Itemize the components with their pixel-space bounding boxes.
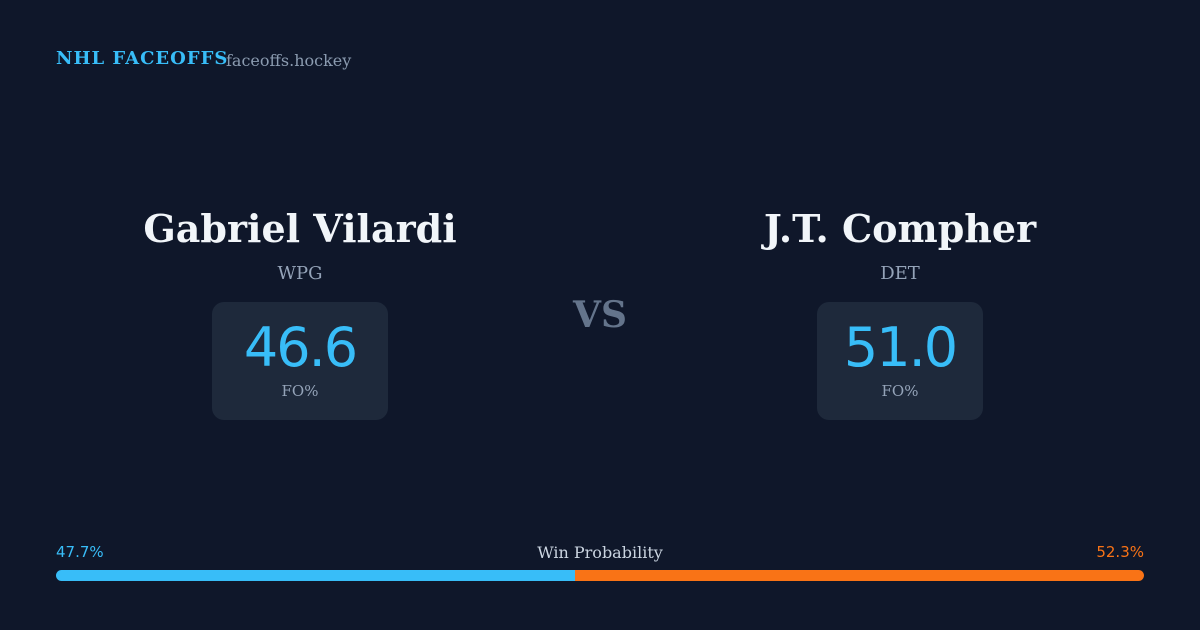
fo-label: FO% (281, 382, 319, 400)
win-pct-left: 47.7% (56, 543, 104, 561)
site-link[interactable]: faceoffs.hockey (226, 51, 352, 70)
fo-value: 51.0 (843, 316, 958, 379)
player-team: DET (880, 263, 920, 284)
player-team: WPG (277, 263, 323, 284)
player-name: Gabriel Vilardi (143, 206, 457, 251)
win-prob-bar (56, 570, 1144, 581)
win-prob-segment (574, 570, 1144, 581)
stat-box: 46.6 FO% (212, 302, 388, 420)
stat-box: 51.0 FO% (817, 302, 983, 420)
player-name: J.T. Compher (763, 206, 1037, 251)
brand: NHL FACEOFFS (56, 48, 229, 69)
fo-value: 46.6 (243, 316, 358, 379)
win-prob-label: Win Probability (537, 543, 663, 562)
win-prob-segment (56, 570, 575, 581)
win-pct-right: 52.3% (1096, 543, 1144, 561)
fo-label: FO% (881, 382, 919, 400)
versus: VS (573, 294, 627, 336)
